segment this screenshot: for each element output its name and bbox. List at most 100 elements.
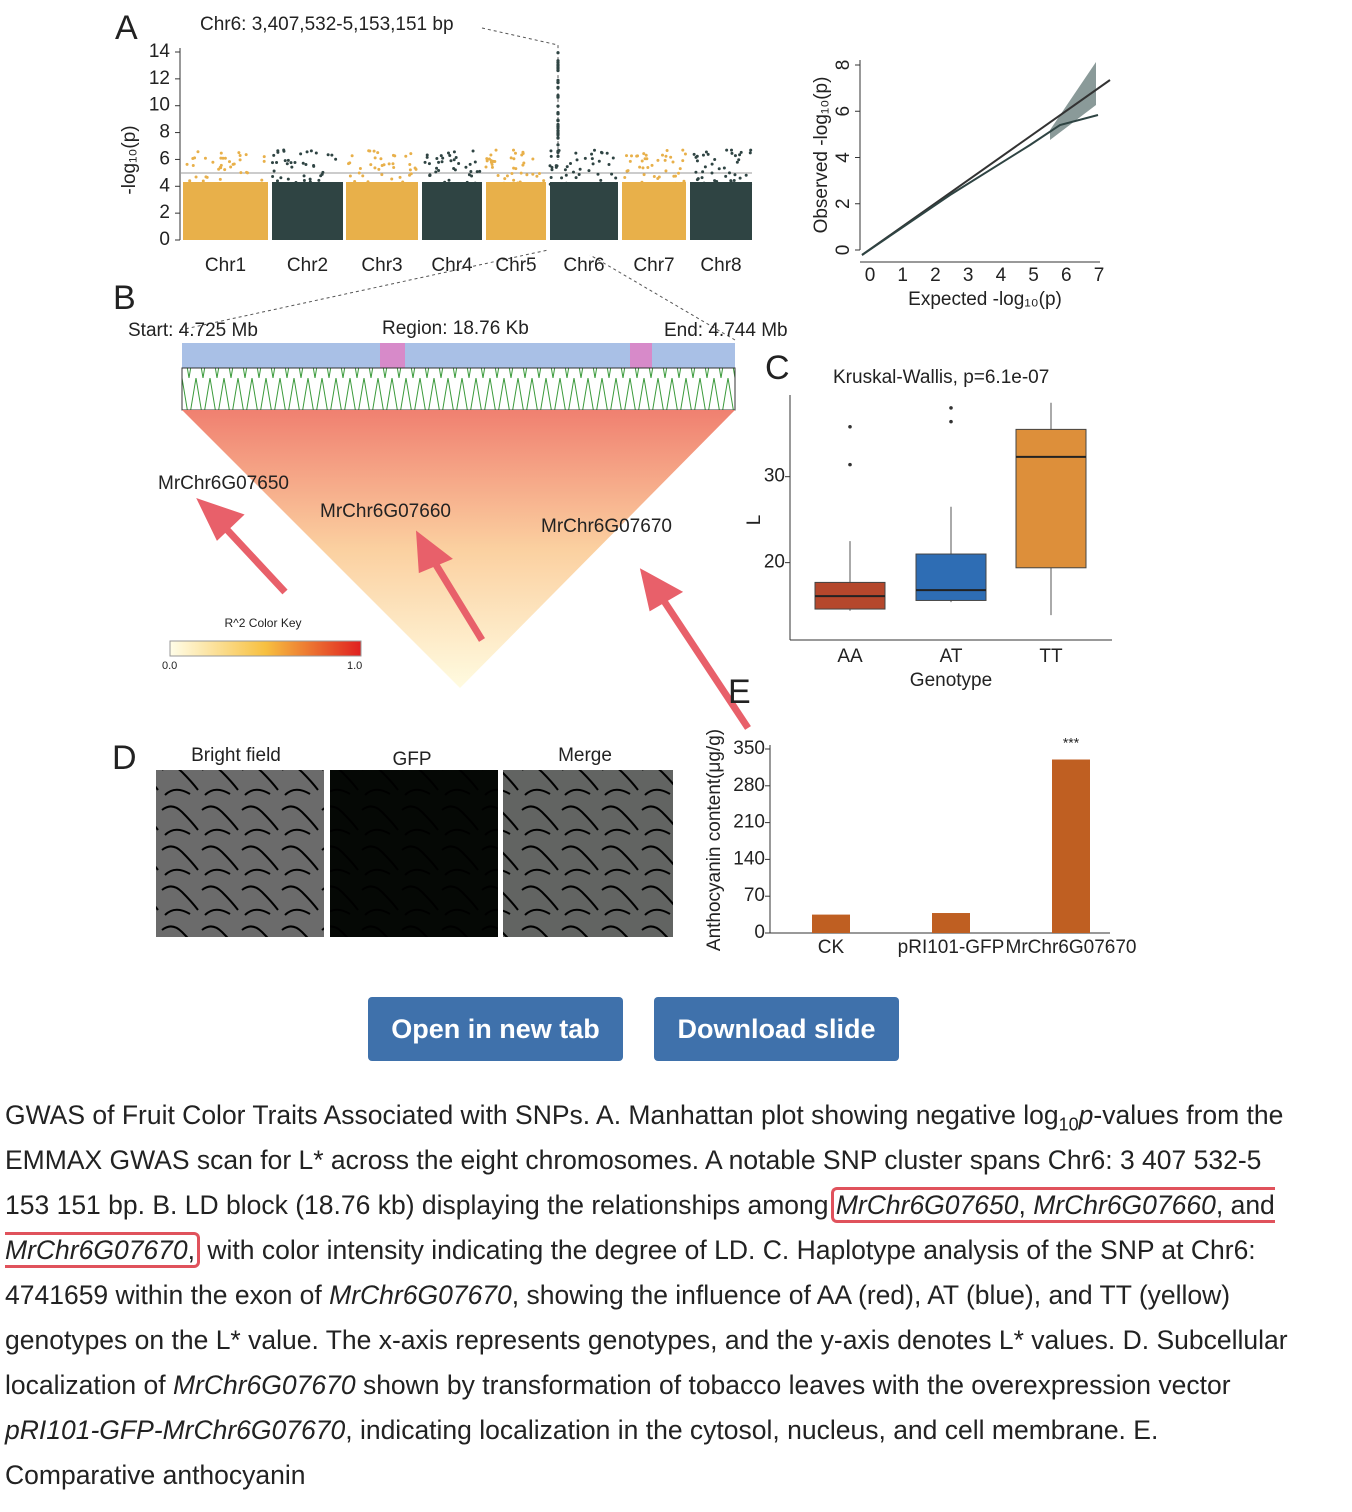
snp-dot [556,51,560,55]
snp-dot [600,151,604,155]
column-label: Merge [558,745,612,766]
snp-dot [304,163,308,167]
snp-dot [591,162,595,166]
snp-dot [452,166,456,170]
snp-dot [641,166,645,170]
y-axis-label: L [744,515,765,526]
snp-dot [470,174,474,178]
caption-text: p [1078,1100,1094,1130]
snp-dot [638,165,642,169]
confidence-band [1050,62,1096,140]
bar [932,913,970,933]
snp-dot [516,181,520,185]
snp-dot [321,170,325,174]
snp-dot [502,181,506,185]
micrograph [156,770,324,937]
caption-text: , showing the influence of AA (red), AT … [5,1280,1288,1400]
snp-dot [683,152,687,156]
download-button[interactable]: Download slide [654,997,899,1061]
snp-dot [738,176,742,180]
y-axis-label: -log₁₀(p) [119,125,140,194]
region-label: Region: 18.76 Kb [382,318,529,339]
snp-dot [439,154,443,158]
bar [1052,759,1090,933]
snp-dot [513,151,517,155]
snp-dot [347,162,351,166]
snp-dot [275,160,279,164]
caption-text: , [187,1235,196,1265]
snp-dot [556,111,560,115]
snp-dot [191,164,195,168]
snp-dot [590,157,594,161]
snp-dot [283,159,287,163]
snp-dot [556,150,560,154]
snp-dot [373,166,377,170]
snp-dot [413,166,417,170]
box [915,553,987,601]
snp-dot [701,153,705,157]
snp-dot [289,161,293,165]
color-key-title: R^2 Color Key [225,616,302,630]
snp-dot [380,173,384,177]
snp-dot [549,149,553,153]
snp-dot [643,157,647,161]
snp-dot [454,156,458,160]
y-tick-label: 2 [159,202,170,223]
open-button[interactable]: Open in new tab [368,997,623,1061]
y-tick-label: 4 [833,152,854,163]
snp-dot [574,176,578,180]
snp-dot [245,170,249,174]
snp-dot [550,165,554,169]
snp-dot [185,162,189,166]
column-label: Bright field [191,745,281,766]
chromosome-block [272,182,343,240]
snp-dot [665,149,669,153]
snp-dot [556,104,560,108]
snp-dot [455,182,459,186]
snp-dot [738,153,742,157]
snp-dot [512,178,516,182]
snp-dot [473,160,477,164]
snp-dot [227,160,231,164]
snp-dot [537,172,541,176]
outlier [949,419,953,424]
snp-dot [512,157,516,161]
snp-dot [404,154,408,158]
panel-label: D [112,739,137,777]
box [1015,428,1087,569]
snp-dot [219,156,223,160]
snp-dot [534,183,538,187]
connector [179,249,736,341]
snp-dot [733,173,737,177]
y-tick-label: 280 [733,775,765,796]
snp-dot [730,151,734,155]
snp-dot [587,169,591,173]
snp-dot [597,159,601,163]
panel-label: E [728,673,751,711]
x-tick-label: 4 [996,265,1007,286]
snp-dot [556,59,560,63]
snp-dot [221,156,225,160]
snp-dot [494,148,498,152]
snp-dot [596,172,600,176]
snp-dot [593,148,597,152]
snp-dot [435,157,439,161]
ld-triangle [182,410,735,688]
caption-text: shown by transformation of tobacco leave… [355,1370,1231,1400]
snp-dot [560,176,564,180]
snp-dot [671,160,675,164]
snp-dot [735,160,739,164]
snp-dot [548,182,552,186]
snp-dot [447,178,451,182]
snp-dot [408,173,412,177]
gene-label: MrChr6G07650 [158,473,289,494]
snp-dot [701,170,705,174]
snp-dot [425,155,429,159]
y-tick-label: 0 [754,922,765,943]
y-tick-label: 12 [149,68,170,89]
snp-dot [664,154,668,158]
snp-dot [678,167,682,171]
snp-dot [201,179,205,183]
snp-dot [577,173,581,177]
caption-text: MrChr6G07670 [5,1235,188,1265]
